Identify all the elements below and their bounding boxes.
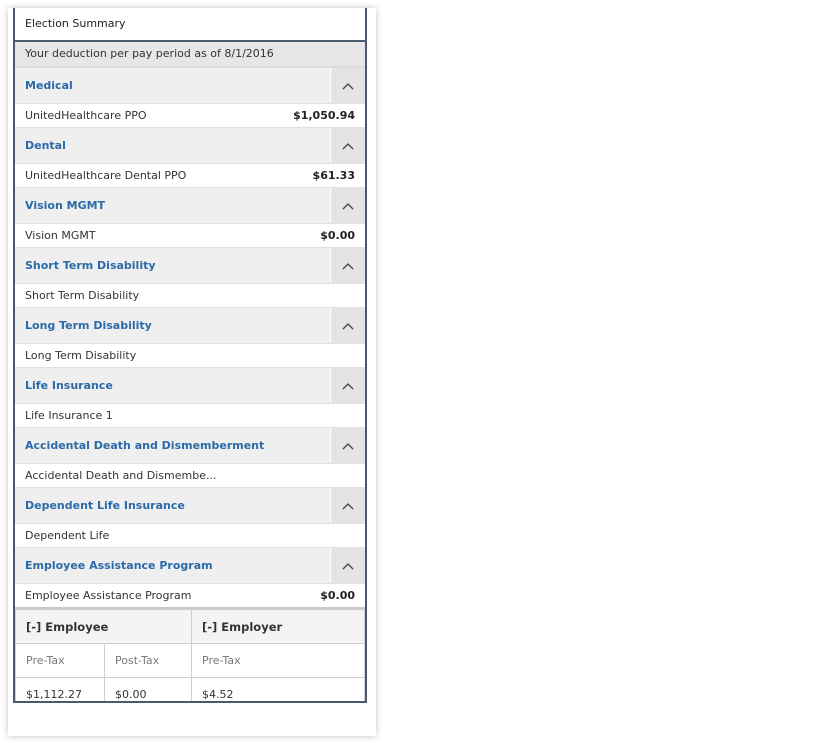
- chevron-up-icon: [342, 562, 354, 569]
- plan-row: Vision MGMT $0.00: [15, 224, 365, 247]
- plan-name: Employee Assistance Program: [25, 589, 192, 602]
- section-title: Medical: [25, 79, 73, 92]
- chevron-up-icon: [342, 142, 354, 149]
- chevron-up-icon: [342, 82, 354, 89]
- section-header: Short Term Disability: [15, 247, 365, 284]
- plan-name: Short Term Disability: [25, 289, 140, 302]
- section-header: Accidental Death and Dismemberment: [15, 427, 365, 464]
- section-header: Dependent Life Insurance: [15, 487, 365, 524]
- plan-amount: $1,050.94: [293, 109, 355, 122]
- plan-name: Vision MGMT: [25, 229, 96, 242]
- employee-pretax-value: $1,112.27: [15, 677, 105, 701]
- totals-table: [-] Employee [-] Employer Pre-Tax Post-T…: [15, 609, 365, 701]
- employee-pretax-label: Pre-Tax: [15, 643, 105, 678]
- section-title: Life Insurance: [25, 379, 113, 392]
- plan-amount: $0.00: [320, 589, 355, 602]
- collapse-section-button[interactable]: [330, 428, 365, 463]
- section-header: Vision MGMT: [15, 187, 365, 224]
- section-header: Life Insurance: [15, 367, 365, 404]
- collapse-section-button[interactable]: [330, 68, 365, 103]
- sections-list: Medical UnitedHealthcare PPO $1,050.94 Dent…: [15, 67, 365, 607]
- plan-row: Employee Assistance Program $0.00: [15, 584, 365, 607]
- plan-name: Long Term Disability: [25, 349, 137, 362]
- chevron-up-icon: [342, 262, 354, 269]
- employer-pretax-label: Pre-Tax: [191, 643, 365, 678]
- section-title: Dental: [25, 139, 66, 152]
- section-header: Employee Assistance Program: [15, 547, 365, 584]
- plan-name: Accidental Death and Dismembe...: [25, 469, 217, 482]
- chevron-up-icon: [342, 382, 354, 389]
- section-title: Employee Assistance Program: [25, 559, 213, 572]
- plan-row: Accidental Death and Dismembe...: [15, 464, 365, 487]
- collapse-section-button[interactable]: [330, 488, 365, 523]
- section-title: Accidental Death and Dismemberment: [25, 439, 265, 452]
- plan-name: Life Insurance 1: [25, 409, 113, 422]
- plan-row: Dependent Life: [15, 524, 365, 547]
- section-header: Dental: [15, 127, 365, 164]
- plan-row: Short Term Disability: [15, 284, 365, 307]
- plan-amount: $61.33: [312, 169, 355, 182]
- deduction-period-subhead: Your deduction per pay period as of 8/1/…: [15, 42, 365, 67]
- chevron-up-icon: [342, 202, 354, 209]
- panel-title: Election Summary: [15, 8, 365, 42]
- plan-row: UnitedHealthcare PPO $1,050.94: [15, 104, 365, 127]
- plan-row: Life Insurance 1: [15, 404, 365, 427]
- employer-header-toggle[interactable]: [-] Employer: [191, 609, 365, 644]
- section-title: Long Term Disability: [25, 319, 152, 332]
- employee-posttax-value: $0.00: [104, 677, 192, 701]
- section-header: Medical: [15, 67, 365, 104]
- election-summary-panel: Election Summary Your deduction per pay …: [13, 8, 367, 703]
- section-title: Dependent Life Insurance: [25, 499, 185, 512]
- employee-header-toggle[interactable]: [-] Employee: [15, 609, 192, 644]
- plan-row: Long Term Disability: [15, 344, 365, 367]
- plan-row: UnitedHealthcare Dental PPO $61.33: [15, 164, 365, 187]
- chevron-up-icon: [342, 322, 354, 329]
- plan-name: UnitedHealthcare PPO: [25, 109, 147, 122]
- section-title: Short Term Disability: [25, 259, 156, 272]
- collapse-section-button[interactable]: [330, 188, 365, 223]
- collapse-section-button[interactable]: [330, 248, 365, 283]
- collapse-section-button[interactable]: [330, 368, 365, 403]
- collapse-section-button[interactable]: [330, 128, 365, 163]
- collapse-section-button[interactable]: [330, 308, 365, 343]
- chevron-up-icon: [342, 502, 354, 509]
- plan-name: UnitedHealthcare Dental PPO: [25, 169, 187, 182]
- section-title: Vision MGMT: [25, 199, 106, 212]
- employee-posttax-label: Post-Tax: [104, 643, 192, 678]
- section-header: Long Term Disability: [15, 307, 365, 344]
- plan-name: Dependent Life: [25, 529, 110, 542]
- collapse-section-button[interactable]: [330, 548, 365, 583]
- totals-summary: [-] Employee [-] Employer Pre-Tax Post-T…: [15, 607, 365, 701]
- plan-amount: $0.00: [320, 229, 355, 242]
- chevron-up-icon: [342, 442, 354, 449]
- employer-pretax-value: $4.52: [191, 677, 365, 701]
